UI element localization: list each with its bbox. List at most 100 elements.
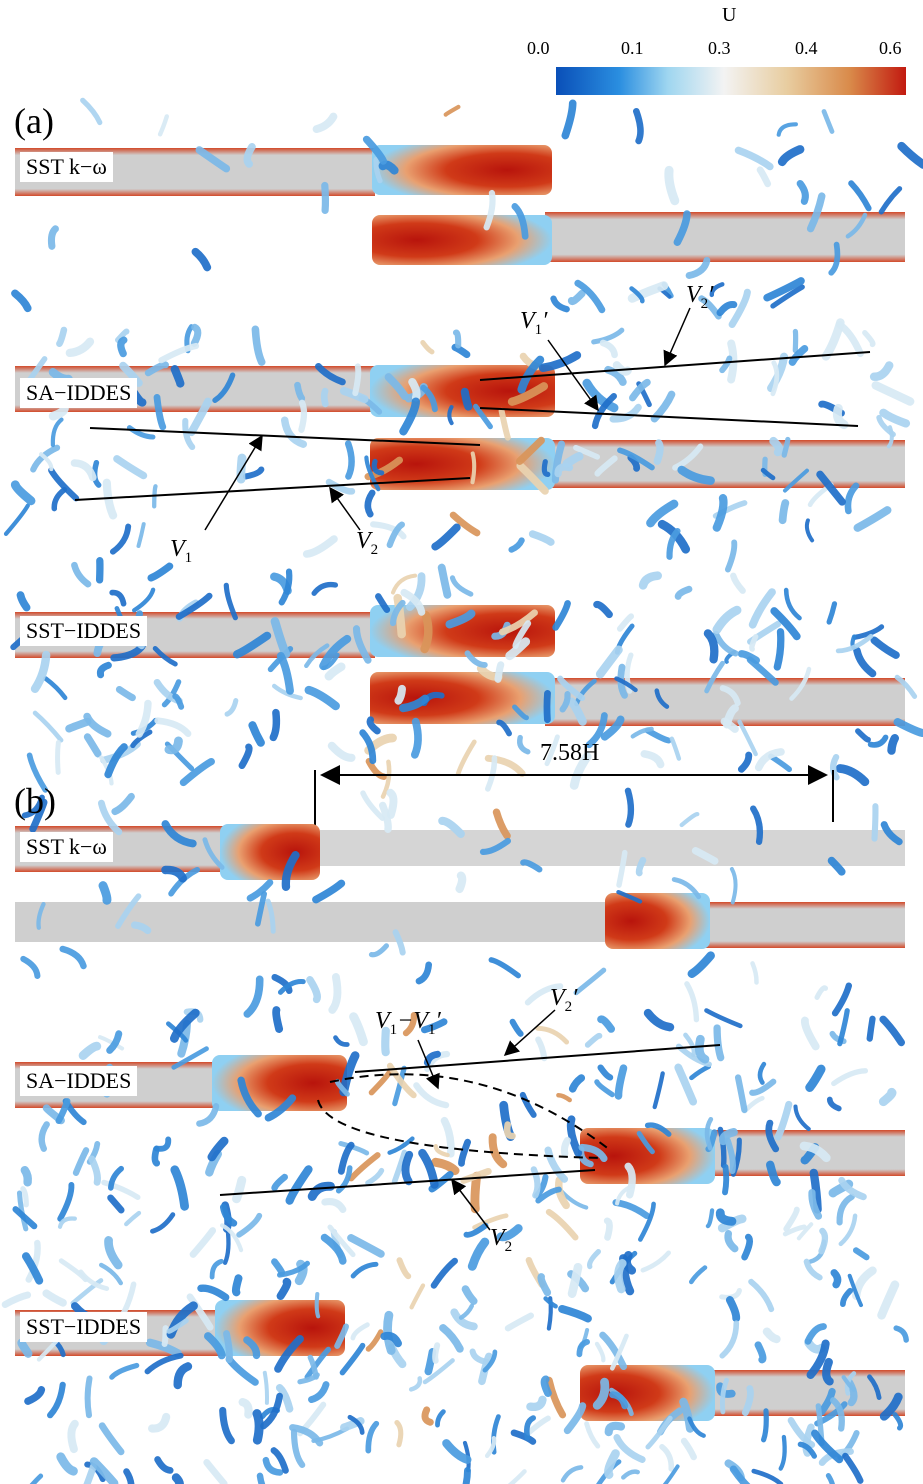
vortex-tube: [519, 1091, 537, 1118]
vortex-tube: [614, 676, 638, 693]
vortex-tube: [231, 1274, 243, 1297]
vortex-tube: [71, 561, 92, 588]
vortex-tube: [511, 203, 529, 240]
vortex-tube: [562, 452, 584, 468]
vortex-tube: [396, 1257, 412, 1280]
vortex-tube: [524, 983, 564, 1006]
vortex-tube: [233, 631, 272, 659]
vortex-tube: [373, 157, 383, 184]
vortex-tube: [335, 1165, 353, 1194]
annot-a-v2-prime: V2′: [686, 282, 714, 312]
vortex-tube: [264, 1094, 297, 1122]
vortex-tube: [393, 593, 406, 639]
vortex-tube: [432, 1342, 441, 1364]
vortex-tube: [535, 1025, 570, 1045]
vortex-tube: [719, 1320, 740, 1359]
vortex-tube: [695, 1034, 710, 1064]
vortex-tube: [462, 1466, 471, 1484]
vortex-tube: [737, 650, 760, 664]
vortex-tube: [78, 1041, 102, 1060]
row-label-a-sa-iddes: SA−IDDES: [20, 378, 138, 408]
vortex-tube: [420, 340, 435, 355]
vortex-tube: [312, 112, 338, 134]
vortex-tube: [179, 757, 215, 787]
vortex-tube: [612, 1199, 651, 1220]
vortex-tube: [420, 384, 438, 413]
vortex-tube: [591, 393, 617, 430]
vortex-tube: [10, 480, 36, 506]
vortex-tube: [715, 1208, 737, 1226]
vortex-tube: [617, 447, 655, 471]
vortex-tube: [673, 210, 691, 246]
vortex-tube: [359, 729, 377, 765]
vortex-tube: [368, 943, 389, 958]
row-label-b-sa-iddes: SA−IDDES: [20, 1066, 138, 1096]
vortex-tube: [98, 881, 112, 905]
vortex-tube: [166, 1318, 189, 1334]
vortex-tube: [610, 1333, 629, 1371]
vortex-tube: [120, 1281, 137, 1316]
vortex-tube: [719, 685, 741, 707]
vortex-tube: [251, 325, 266, 366]
vortex-tube: [39, 452, 54, 472]
vortex-tube: [236, 1212, 263, 1238]
vortex-tube: [609, 1391, 629, 1410]
vortex-tube: [109, 589, 127, 607]
row-label-a-sst-iddes: SST−IDDES: [20, 616, 148, 646]
vortex-tube: [544, 1146, 569, 1183]
vortex-tube: [627, 454, 641, 472]
vortex-tube: [408, 377, 421, 402]
vortex-tube: [437, 563, 452, 599]
vortex-tube: [447, 405, 454, 426]
vortex-tube: [26, 752, 49, 793]
vortex-tube: [687, 951, 715, 978]
vortex-tube: [724, 1230, 739, 1253]
vortex-tube: [161, 1325, 169, 1347]
vortex-tube: [503, 1121, 516, 1140]
vortex-tube: [893, 1325, 909, 1343]
vortex-tube: [672, 443, 704, 471]
vortex-tube: [109, 523, 132, 555]
vortex-tube: [274, 1335, 304, 1373]
vortex-tube: [83, 733, 102, 758]
vortex-tube: [737, 719, 758, 757]
vortex-tube: [835, 764, 870, 787]
vortex-tube: [799, 1141, 831, 1163]
vortex-tube: [11, 289, 32, 313]
vortex-tube: [59, 945, 87, 970]
vortex-tube: [878, 186, 903, 215]
vortex-tube: [458, 1303, 474, 1320]
vortex-tube: [479, 837, 511, 855]
vortex-tube: [252, 1409, 264, 1445]
v1-line: [89, 427, 481, 446]
vortex-tube: [324, 662, 346, 681]
vortex-tube: [469, 1348, 491, 1366]
vortex-tube: [515, 436, 545, 465]
vortex-tube: [171, 1046, 209, 1070]
vortex-tube: [777, 145, 805, 167]
vortex-tube: [272, 683, 303, 701]
vortex-tube: [365, 1420, 380, 1454]
vortex-tube: [153, 1136, 172, 1152]
vortex-tube: [720, 1377, 729, 1415]
vortex-tube: [662, 1464, 680, 1484]
row-label-b-sst-iddes: SST−IDDES: [20, 1312, 148, 1342]
vortex-tube: [281, 851, 300, 891]
vortex-tube: [783, 1206, 800, 1232]
vortex-tube: [392, 1065, 407, 1107]
panel-a-row-sa-iddes: [3, 307, 915, 573]
vortex-tube: [573, 444, 601, 460]
vortex-tube: [568, 1074, 586, 1093]
vortex-tube: [729, 867, 738, 905]
vortex-tube: [339, 1342, 366, 1376]
vortex-tube: [800, 1016, 820, 1051]
vortex-tube: [613, 1434, 646, 1463]
vortex-tube: [567, 289, 586, 305]
vortex-tube: [530, 1166, 541, 1199]
vortex-tube: [321, 1198, 347, 1213]
vortex-tube: [797, 1441, 817, 1459]
colorbar: [556, 67, 906, 95]
vortex-tube: [645, 1415, 673, 1450]
vortex-tube: [391, 573, 418, 595]
vortex-tube: [223, 1330, 233, 1364]
